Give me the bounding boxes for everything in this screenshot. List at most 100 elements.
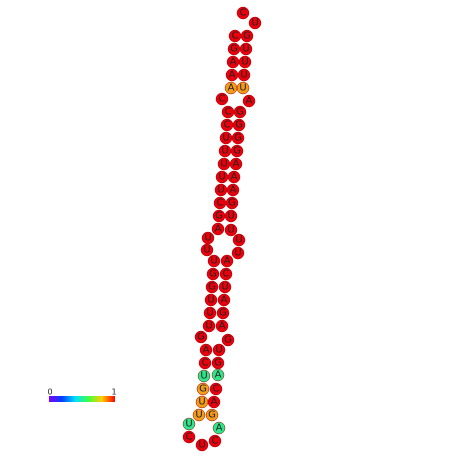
nucleotide-circle [194, 330, 208, 344]
nucleotide-label: U [227, 225, 234, 236]
nucleotide-label: C [202, 358, 209, 369]
nucleotide-label: G [235, 120, 243, 131]
nucleotide: A [211, 368, 225, 382]
nucleotide-label: A [233, 159, 240, 170]
nucleotide-label: U [215, 345, 222, 356]
nucleotide: A [225, 68, 239, 82]
nucleotide-label: C [217, 198, 224, 209]
nucleotide-label: U [221, 146, 228, 157]
nucleotide-label: U [185, 419, 192, 430]
nucleotide: U [203, 306, 217, 320]
nucleotide: C [219, 267, 233, 281]
nucleotide-label: G [208, 282, 216, 293]
nucleotide-label: G [233, 146, 241, 157]
nucleotide-label: U [239, 83, 246, 94]
nucleotide-label: U [241, 57, 248, 68]
nucleotide-label: G [234, 133, 242, 144]
colorbar [49, 396, 115, 402]
nucleotide: U [214, 183, 228, 197]
nucleotide-label: U [210, 256, 217, 267]
nucleotide-circle [224, 209, 238, 223]
nucleotide-label: C [212, 436, 219, 447]
nucleotide: G [240, 29, 254, 43]
nucleotide-circle [204, 293, 218, 307]
nucleotide-label: A [203, 345, 210, 356]
nucleotide-circle [233, 105, 247, 119]
nucleotide-circle [231, 246, 245, 260]
nucleotide-label: G [197, 332, 205, 343]
nucleotide-label: C [223, 269, 230, 280]
nucleotide-circle [198, 356, 212, 370]
nucleotide: C [220, 118, 234, 132]
nucleotide-label: U [221, 282, 228, 293]
nucleotide-label: U [200, 371, 207, 382]
nucleotide-label: A [230, 57, 237, 68]
nucleotide: A [207, 395, 221, 409]
nucleotide: G [221, 333, 235, 347]
nucleotide: U [239, 42, 253, 56]
nucleotide-label: G [230, 44, 238, 55]
nucleotide: U [218, 144, 232, 158]
nucleotide-label: U [235, 235, 242, 246]
nucleotide: U [248, 16, 262, 30]
nucleotide-circle [215, 92, 229, 106]
nucleotide-label: G [219, 308, 227, 319]
nucleotide-circle [196, 382, 210, 396]
nucleotide: U [192, 408, 206, 422]
nucleotide: U [200, 243, 214, 257]
nucleotide: U [232, 233, 246, 247]
nucleotide-label: U [217, 185, 224, 196]
nucleotide: U [182, 417, 196, 431]
nucleotide-label: C [213, 384, 220, 395]
nucleotide: G [205, 408, 219, 422]
nucleotide-label: U [205, 321, 212, 332]
nucleotide-circle [219, 267, 233, 281]
nucleotide-label: C [240, 8, 247, 19]
nucleotide-circle [248, 16, 262, 30]
nucleotide-label: A [230, 185, 237, 196]
nucleotide-label: G [224, 335, 232, 346]
nucleotide-label: A [231, 172, 238, 183]
nucleotide-label: A [219, 321, 226, 332]
nucleotide: U [224, 223, 238, 237]
nucleotide-label: G [208, 410, 216, 421]
nucleotide-circle [200, 243, 214, 257]
nucleotide: G [225, 196, 239, 210]
nucleotide-circle [208, 434, 222, 448]
nucleotide: U [219, 131, 233, 145]
nucleotide-label: C [225, 107, 232, 118]
nucleotide: G [194, 330, 208, 344]
nucleotide-label: U [204, 233, 211, 244]
nucleotide-circle [182, 430, 196, 444]
nucleotide-circle [206, 267, 220, 281]
nucleotide: U [204, 293, 218, 307]
nucleotide-circle [224, 223, 238, 237]
nucleotide: U [195, 438, 209, 452]
nucleotide-circle [232, 233, 246, 247]
nucleotide: G [205, 280, 219, 294]
nucleotide-label: A [211, 397, 218, 408]
nucleotide-label: U [222, 133, 229, 144]
nucleotide-circle [232, 118, 246, 132]
nucleotide: C [215, 92, 229, 106]
nucleotide-label: G [214, 358, 222, 369]
nucleotide: A [229, 157, 243, 171]
nucleotide: G [216, 306, 230, 320]
nucleotide-label: U [203, 245, 210, 256]
colorbar-min: 0 [47, 388, 52, 397]
nucleotide-circle [238, 55, 252, 69]
nucleotide-label: U [227, 211, 234, 222]
nucleotide: U [237, 68, 251, 82]
nucleotide-circle [226, 183, 240, 197]
nucleotide-circle [225, 196, 239, 210]
nucleotide-label: A [221, 295, 228, 306]
nucleotide-circle [211, 368, 225, 382]
nucleotide-label: C [219, 94, 226, 105]
nucleotide-label: C [186, 432, 193, 443]
nucleotide-circle [211, 222, 225, 236]
nucleotide: A [224, 81, 238, 95]
nucleotide-circle [229, 157, 243, 171]
nucleotide-circle [207, 395, 221, 409]
nucleotide-circle [205, 408, 219, 422]
nucleotide: A [217, 293, 231, 307]
